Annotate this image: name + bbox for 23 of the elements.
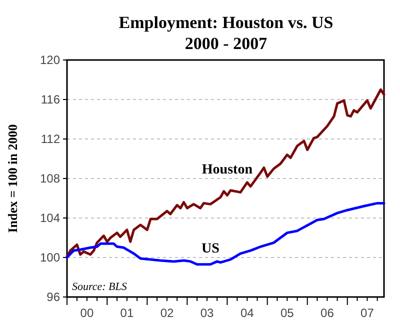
series-label: Houston	[202, 162, 253, 178]
x-tick-label: 04	[240, 306, 254, 320]
chart-subtitle: 2000 - 2007	[184, 34, 268, 53]
y-tick-label: 96	[46, 290, 60, 304]
y-tick-label: 112	[40, 132, 60, 146]
y-tick-label: 116	[40, 92, 60, 106]
x-tick-label: 02	[160, 306, 174, 320]
y-tick-label: 100	[40, 250, 60, 264]
y-tick-label: 120	[40, 53, 60, 67]
y-axis-title: Index = 100 in 2000	[5, 124, 20, 233]
x-tick-label: 03	[200, 306, 214, 320]
chart-title: Employment: Houston vs. US	[118, 13, 334, 32]
x-tick-label: 05	[280, 306, 294, 320]
line-series	[66, 202, 386, 266]
series-label: US	[201, 241, 220, 256]
x-tick-label: 06	[320, 306, 334, 320]
y-tick-label: 108	[40, 172, 60, 186]
x-tick-label: 07	[360, 306, 374, 320]
line-series	[66, 88, 386, 258]
y-tick-label: 104	[40, 211, 60, 225]
x-tick-label: 00	[80, 306, 94, 320]
x-tick-label: 01	[120, 306, 134, 320]
annotation: Source: BLS	[72, 281, 128, 293]
